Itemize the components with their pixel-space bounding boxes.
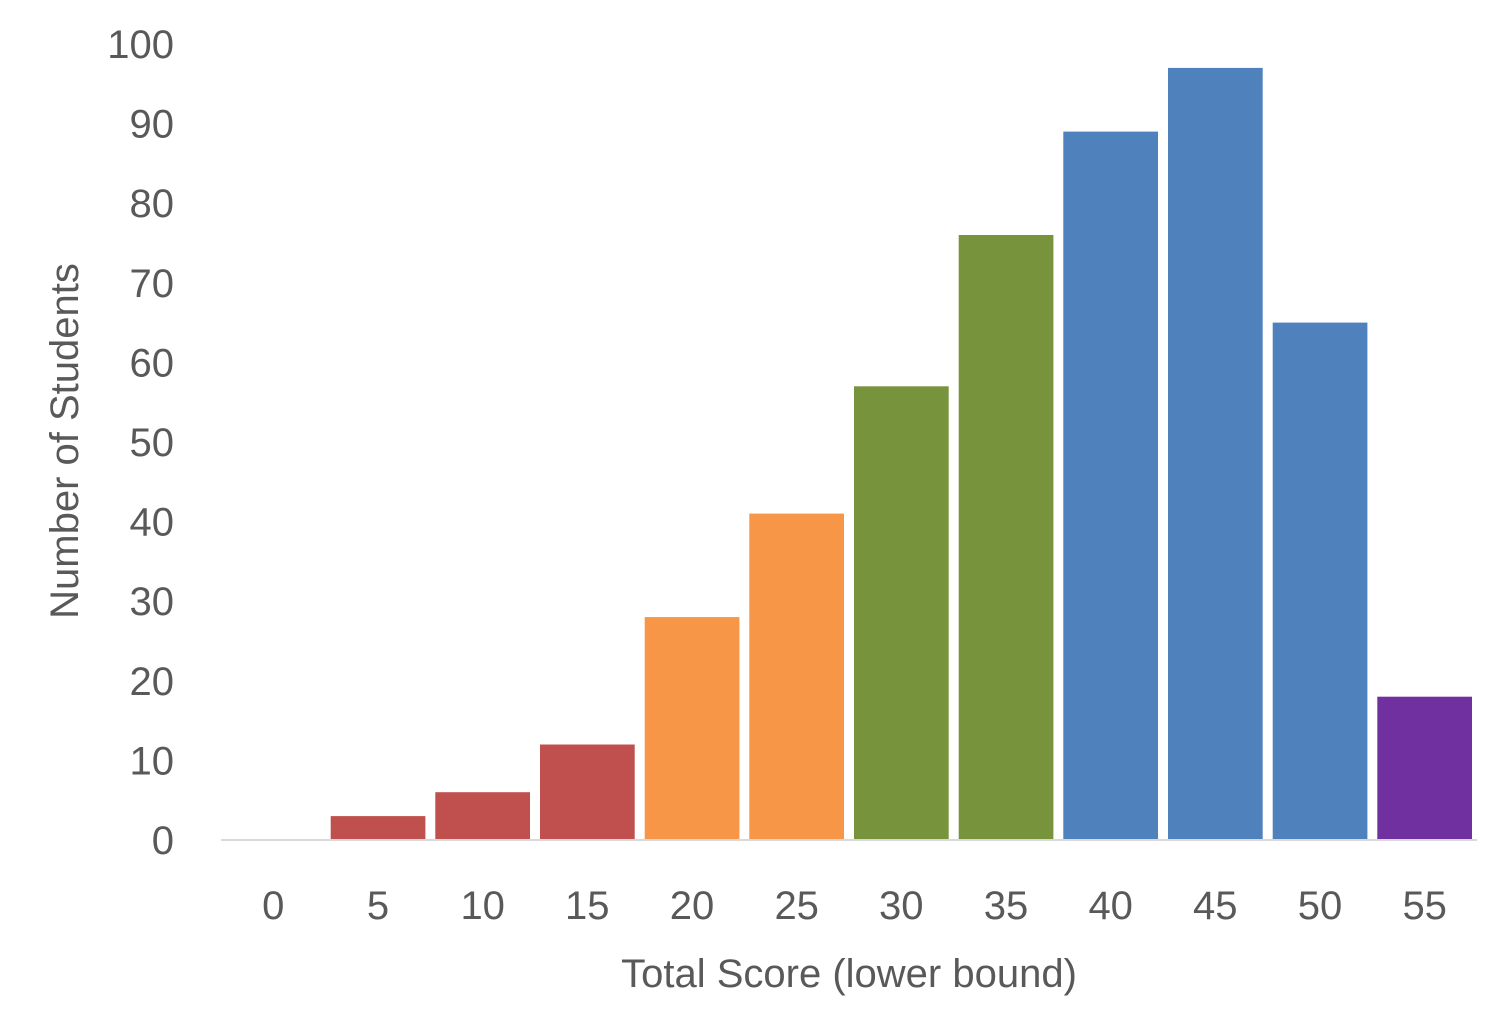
y-tick-label: 80 [130,182,175,226]
y-tick-label: 10 [130,739,175,783]
x-tick-label: 15 [565,884,610,928]
y-tick-label: 0 [152,819,174,863]
x-tick-label: 55 [1402,884,1447,928]
bar-20 [644,617,740,840]
x-tick-label: 10 [460,884,505,928]
bar-55 [1377,696,1472,840]
x-tick-label: 25 [774,884,819,928]
y-tick-label: 30 [130,580,175,624]
bar-15 [540,744,635,840]
x-tick-label: 45 [1193,884,1238,928]
y-tick-label: 40 [130,501,175,545]
x-axis-title: Total Score (lower bound) [621,952,1077,996]
x-tick-label: 30 [879,884,924,928]
y-tick-label: 20 [130,660,175,704]
bar-25 [749,513,844,840]
y-tick-label: 90 [130,103,175,147]
bar-35 [958,235,1054,840]
x-tick-label: 5 [367,884,389,928]
bar-45 [1168,67,1263,840]
bar-5 [330,816,426,840]
y-tick-label: 100 [107,23,174,67]
x-tick-label: 50 [1298,884,1343,928]
bar-40 [1063,131,1158,841]
y-tick-label: 70 [130,262,175,306]
bar-10 [435,792,530,840]
x-tick-label: 35 [984,884,1029,928]
y-tick-label: 60 [130,341,175,385]
x-tick-label: 20 [670,884,715,928]
y-axis-title: Number of Students [43,263,87,619]
bar-30 [854,386,949,840]
bar-50 [1272,322,1368,841]
bars-group [330,67,1472,841]
x-tick-label: 0 [262,884,284,928]
x-tick-labels: 0 5 10 15 20 25 30 35 40 45 50 55 [262,884,1447,928]
x-tick-label: 40 [1088,884,1133,928]
y-tick-labels: 0 10 20 30 40 50 60 70 80 90 100 [107,23,174,863]
y-tick-label: 50 [130,421,175,465]
